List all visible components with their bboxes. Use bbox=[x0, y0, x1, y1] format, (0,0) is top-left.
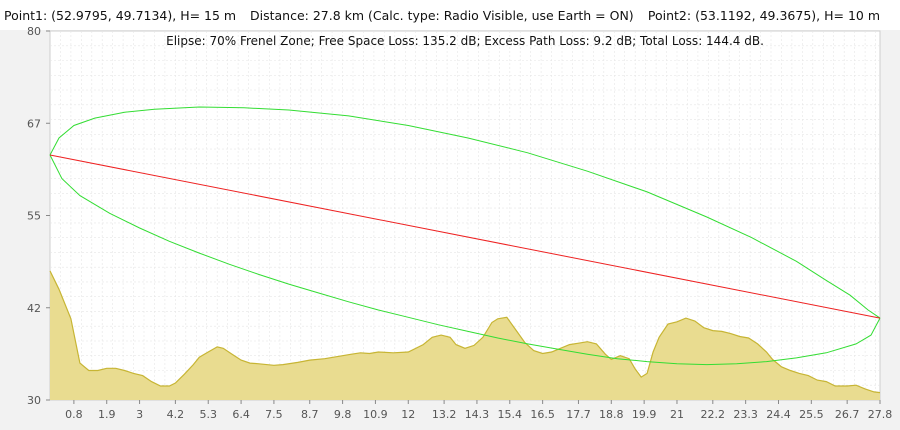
x-tick-label: 12 bbox=[401, 408, 415, 421]
terrain-line bbox=[49, 270, 881, 394]
x-tick-label: 15.4 bbox=[498, 408, 523, 421]
x-tick-label: 8.7 bbox=[301, 408, 319, 421]
point2-label: Point2: (53.1192, 49.3675), H= 10 m bbox=[647, 8, 880, 23]
x-tick-label: 16.5 bbox=[530, 408, 555, 421]
x-tick-label: 19.9 bbox=[632, 408, 657, 421]
x-tick-label: 14.3 bbox=[465, 408, 490, 421]
distance-label: Distance: 27.8 km (Calc. type: Radio Vis… bbox=[250, 8, 634, 23]
terrain-area bbox=[50, 270, 880, 400]
x-tick-label: 24.4 bbox=[766, 408, 791, 421]
x-tick-label: 13.2 bbox=[432, 408, 457, 421]
x-tick-label: 26.7 bbox=[835, 408, 860, 421]
x-axis: 0.8 1.9 3 4.2 5.3 6.4 7.5 8.7 9.8 10.9 12 13.2 14.3 1… bbox=[65, 400, 892, 421]
x-tick-label: 17.7 bbox=[566, 408, 591, 421]
x-tick-label: 1.9 bbox=[98, 408, 116, 421]
line-of-sight bbox=[49, 154, 881, 319]
x-tick-label: 0.8 bbox=[65, 408, 83, 421]
x-tick-label: 5.3 bbox=[199, 408, 217, 421]
y-tick-label: 42 bbox=[27, 302, 41, 315]
loss-summary: Elipse: 70% Frenel Zone; Free Space Loss… bbox=[166, 34, 764, 48]
point1-label: Point1: (52.9795, 49.7134), H= 15 m bbox=[4, 8, 237, 23]
header-bar: Point1: (52.9795, 49.7134), H= 15 m Dist… bbox=[0, 0, 900, 30]
x-tick-label: 22.2 bbox=[701, 408, 726, 421]
fresnel-lower bbox=[49, 154, 881, 366]
x-tick-label: 18.8 bbox=[599, 408, 624, 421]
x-tick-label: 3 bbox=[136, 408, 143, 421]
y-tick-label: 30 bbox=[27, 394, 41, 407]
y-tick-label: 80 bbox=[27, 25, 41, 38]
x-tick-label: 10.9 bbox=[363, 408, 388, 421]
x-tick-label: 9.8 bbox=[334, 408, 352, 421]
y-axis: 30 42 55 67 80 bbox=[27, 25, 50, 407]
grid bbox=[50, 31, 880, 400]
x-tick-label: 4.2 bbox=[167, 408, 185, 421]
x-tick-label: 27.8 bbox=[868, 408, 893, 421]
fresnel-upper bbox=[49, 106, 881, 319]
x-tick-label: 7.5 bbox=[265, 408, 283, 421]
x-tick-label: 21 bbox=[670, 408, 684, 421]
y-tick-label: 67 bbox=[27, 117, 41, 130]
x-tick-label: 25.5 bbox=[799, 408, 824, 421]
y-tick-label: 55 bbox=[27, 210, 41, 223]
x-tick-label: 23.3 bbox=[733, 408, 758, 421]
x-tick-label: 6.4 bbox=[232, 408, 250, 421]
